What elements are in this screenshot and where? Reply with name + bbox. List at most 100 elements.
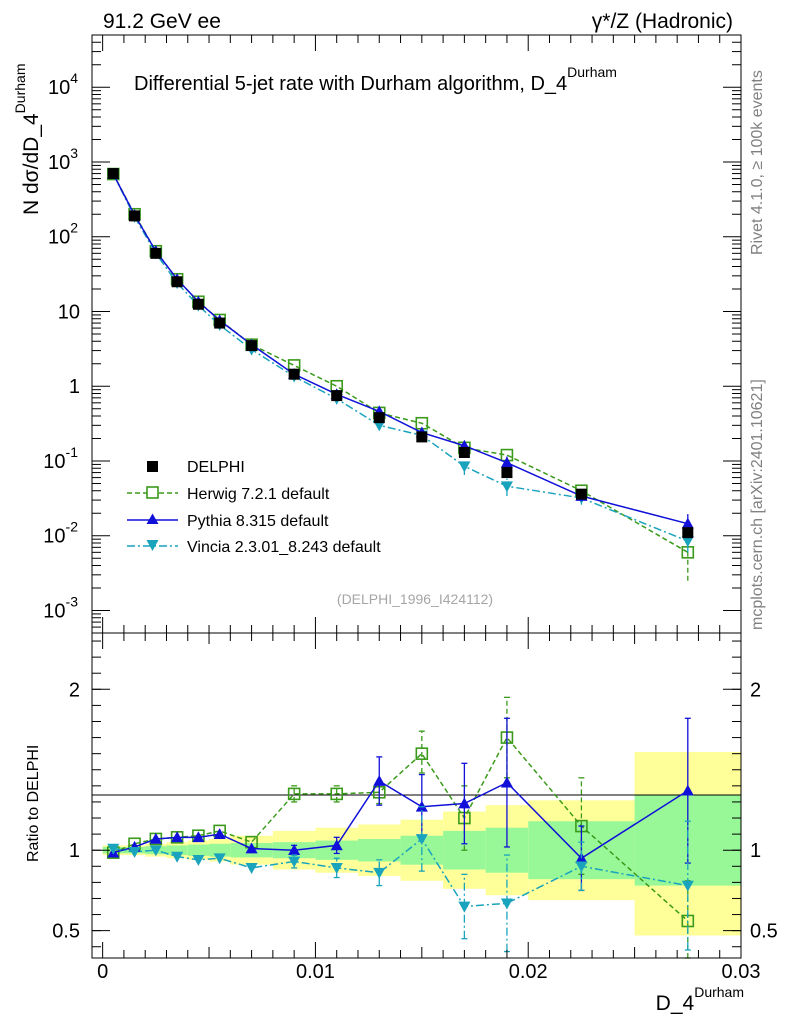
- main-title: Differential 5-jet rate with Durham algo…: [134, 64, 617, 95]
- main-y-label-sup: Durham: [12, 64, 28, 114]
- ratio-point-pythia: [373, 774, 386, 786]
- main-y-tick-base: 10: [48, 152, 70, 174]
- legend-marker-vincia: [146, 540, 159, 551]
- ratio-point-vincia: [149, 845, 162, 857]
- point-data: [501, 467, 513, 479]
- main-y-label-text: N dσ/dD_4: [20, 113, 43, 215]
- legend-label-herwig: Herwig 7.2.1 default: [187, 486, 330, 503]
- ratio-x-tick-label: 0.02: [509, 961, 548, 983]
- ratio-line-vincia: [113, 837, 688, 908]
- ratio-point-pythia: [171, 831, 184, 843]
- main-y-tick-base: 10: [43, 600, 65, 622]
- main-y-tick-label: 102: [48, 220, 78, 249]
- point-data: [246, 340, 258, 352]
- ratio-point-pythia: [458, 797, 471, 809]
- band-inner: [166, 845, 188, 856]
- point-data: [373, 412, 385, 424]
- main-y-tick-label: 10-3: [43, 593, 78, 622]
- ratio-x-tick-label: 0: [97, 961, 108, 983]
- legend-entry-herwig: Herwig 7.2.1 default: [127, 486, 330, 503]
- ratio-point-pythia: [192, 831, 205, 843]
- ratio-point-pythia: [213, 828, 226, 839]
- point-vincia: [458, 461, 471, 473]
- main-y-tick-exp: 2: [70, 220, 78, 236]
- main-y-tick-exp: -2: [66, 519, 79, 535]
- ratio-point-vincia: [500, 898, 513, 910]
- ratio-point-vincia: [192, 855, 205, 866]
- x-axis-label-text: D_4: [656, 992, 695, 1015]
- point-data: [458, 446, 470, 458]
- main-y-tick-label: 10-2: [43, 519, 78, 548]
- header-process: γ*/Z (Hadronic): [592, 10, 733, 33]
- main-series: [106, 167, 695, 581]
- ratio-axes: 0.5 0.5 1 1 2 2 0 0.01 0.02 0.03: [52, 633, 778, 983]
- ratio-x-tick-label: 0.03: [722, 961, 761, 983]
- main-y-tick-base: 10: [43, 526, 65, 548]
- main-title-text: Differential 5-jet rate with Durham algo…: [134, 73, 567, 95]
- ratio-point-vincia: [575, 861, 588, 873]
- ratio-y-tick-label-right: 1: [750, 840, 761, 862]
- main-title-sup: Durham: [567, 64, 617, 80]
- legend-marker-herwig: [146, 486, 159, 499]
- ratio-point-vincia: [330, 863, 343, 874]
- main-y-tick-label: 103: [48, 145, 78, 174]
- ratio-y-label: Ratio to DELPHI: [25, 745, 42, 862]
- legend-marker-delphi: [147, 461, 158, 472]
- ratio-y-tick-label: 2: [69, 679, 80, 701]
- legend: DELPHI Herwig 7.2.1 default Pythia 8.315…: [127, 459, 381, 556]
- ratio-y-tick-label: 1: [69, 840, 80, 862]
- ratio-point-vincia: [245, 863, 258, 874]
- main-y-tick-exp: -1: [66, 444, 79, 460]
- ratio-point-vincia: [107, 843, 120, 855]
- main-y-tick-base: 10: [48, 77, 70, 99]
- point-pythia: [500, 456, 513, 468]
- legend-entry-vincia: Vincia 2.3.01_8.243 default: [127, 539, 381, 556]
- point-data: [214, 317, 226, 329]
- point-data: [129, 210, 141, 222]
- ratio-point-vincia: [171, 851, 184, 863]
- point-vincia: [681, 536, 694, 548]
- ratio-point-pythia: [500, 776, 513, 788]
- series-data: [107, 168, 694, 539]
- legend-label-vincia: Vincia 2.3.01_8.243 default: [187, 539, 381, 556]
- point-data: [150, 247, 162, 259]
- mcplots-label: mcplots.cern.ch [arXiv:2401.10621]: [749, 379, 766, 630]
- ratio-point-pythia: [288, 844, 301, 856]
- main-y-tick-exp: -3: [66, 593, 79, 609]
- point-vincia: [373, 420, 386, 432]
- watermark: (DELPHI_1996_I424112): [337, 591, 493, 607]
- ratio-point-vincia: [415, 834, 428, 845]
- ratio-point-pythia: [681, 784, 694, 796]
- point-data: [288, 368, 300, 380]
- main-y-tick-label: 10: [58, 301, 80, 323]
- legend-marker-pythia: [146, 513, 159, 524]
- point-vincia: [500, 481, 513, 493]
- ratio-series-vincia: [107, 806, 694, 953]
- main-y-tick-exp: 3: [70, 145, 78, 161]
- main-y-tick-label: 1: [69, 376, 80, 398]
- band-inner: [357, 838, 401, 862]
- ratio-y-tick-label: 0.5: [52, 921, 80, 943]
- ratio-plot-frame: [91, 632, 742, 959]
- ratio-y-tick-label-right: 0.5: [750, 921, 778, 943]
- ratio-point-pythia: [245, 842, 258, 854]
- rivet-label: Rivet 4.1.0, ≥ 100k events: [749, 70, 766, 255]
- legend-label-pythia: Pythia 8.315 default: [187, 513, 329, 530]
- ratio-y-tick-label-right: 2: [750, 679, 761, 701]
- ratio-point-vincia: [373, 867, 386, 879]
- main-y-tick-base: 10: [43, 451, 65, 473]
- point-data: [575, 488, 587, 500]
- ratio-point-vincia: [288, 856, 301, 868]
- ratio-point-herwig: [330, 787, 344, 801]
- header-energy: 91.2 GeV ee: [103, 10, 221, 33]
- ratio-series: [106, 696, 695, 959]
- ratio-point-pythia: [149, 832, 162, 844]
- main-y-tick-base: 10: [48, 227, 70, 249]
- ratio-x-tick-label: 0.01: [296, 961, 335, 983]
- point-data: [171, 276, 183, 288]
- legend-label-delphi: DELPHI: [187, 459, 245, 476]
- point-pythia: [681, 517, 694, 529]
- legend-entry-pythia: Pythia 8.315 default: [127, 513, 329, 530]
